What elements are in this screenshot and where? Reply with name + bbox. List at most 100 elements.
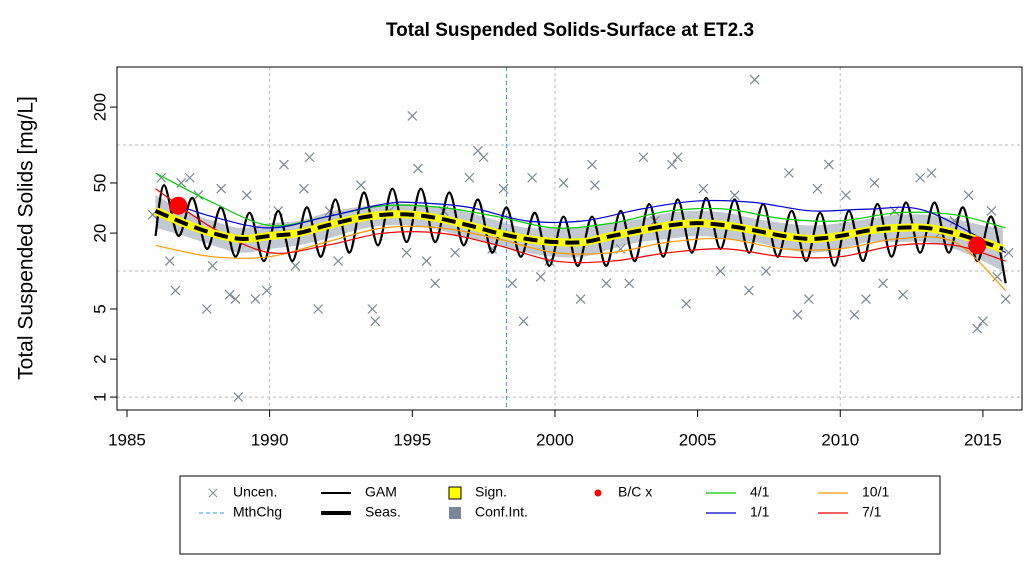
cross-stroke xyxy=(812,183,823,194)
cross-stroke xyxy=(992,271,1003,282)
cross-stroke xyxy=(869,178,880,188)
cross-stroke xyxy=(164,256,175,267)
uncensored-point xyxy=(356,180,366,191)
y-axis-label: Total Suspended Solids [mg/L] xyxy=(15,96,38,380)
line xyxy=(169,199,1007,254)
uncensored-point xyxy=(216,183,227,194)
cross-stroke xyxy=(216,183,227,194)
cross-stroke xyxy=(298,183,309,194)
cross-stroke xyxy=(672,152,683,163)
uncensored-point xyxy=(535,271,546,282)
uncensored-point xyxy=(401,247,412,258)
uncensored-point xyxy=(407,111,418,121)
uncensored-point xyxy=(250,294,261,304)
cross-stroke xyxy=(849,309,860,320)
uncensored-point xyxy=(749,74,760,85)
y-tick-label: 1 xyxy=(90,392,109,401)
uncensored-point xyxy=(367,304,378,314)
cross-stroke xyxy=(401,247,412,258)
cross-stroke xyxy=(749,74,760,85)
cross-stroke xyxy=(638,152,649,163)
uncensored-point xyxy=(304,152,315,163)
cross-stroke xyxy=(823,159,834,170)
uncensored-point xyxy=(761,266,772,276)
line xyxy=(155,225,1007,292)
uncensored-point xyxy=(898,289,908,300)
cross-stroke xyxy=(535,271,546,282)
uncensored-point xyxy=(698,183,709,194)
legend-label: 1/1 xyxy=(750,504,770,520)
uncensored-point xyxy=(972,323,983,334)
y-tick-label: 200 xyxy=(90,93,109,121)
y-tick-label: 50 xyxy=(90,174,109,193)
uncensored-point xyxy=(450,247,461,258)
cross-stroke xyxy=(278,159,289,170)
uncensored-point xyxy=(587,159,597,170)
cross-stroke xyxy=(304,152,315,163)
uncensored-point xyxy=(233,392,244,403)
legend-label: 4/1 xyxy=(750,484,770,500)
cross-stroke xyxy=(464,172,475,183)
x-tick-label: 2015 xyxy=(964,430,1002,449)
cross-stroke xyxy=(430,278,441,289)
uncensored-point xyxy=(184,172,195,183)
uncensored-point xyxy=(986,206,997,216)
bc-point xyxy=(968,236,987,255)
uncensored-point xyxy=(915,172,926,183)
uncensored-point xyxy=(812,183,823,194)
y-tick-label: 5 xyxy=(90,304,109,313)
cross-stroke xyxy=(201,304,212,314)
uncensored-point xyxy=(278,159,289,170)
uncensored-point xyxy=(527,172,538,183)
uncensored-point xyxy=(878,278,888,289)
legend-label: 10/1 xyxy=(862,484,889,500)
legend-label: Sign. xyxy=(475,484,507,500)
uncensored-point xyxy=(926,168,937,178)
cross-stroke xyxy=(926,168,937,178)
cross-stroke xyxy=(986,206,997,216)
cross-stroke xyxy=(667,159,677,170)
uncensored-point xyxy=(430,278,441,289)
uncensored-point xyxy=(744,285,754,296)
cross-stroke xyxy=(241,190,252,201)
cross-stroke xyxy=(558,178,569,188)
uncensored-point xyxy=(313,304,324,314)
line xyxy=(154,184,1007,284)
cross-stroke xyxy=(290,260,301,271)
cross-stroke xyxy=(898,289,908,300)
cross-stroke xyxy=(413,163,423,174)
uncensored-point xyxy=(164,256,175,267)
uncensored-point xyxy=(370,316,381,327)
uncensored-point xyxy=(421,256,432,267)
uncensored-point xyxy=(861,294,871,304)
uncensored-point xyxy=(224,289,235,300)
x-tick-label: 2010 xyxy=(821,430,859,449)
legend-box xyxy=(179,475,941,555)
uncensored-point xyxy=(977,316,988,327)
uncensored-point xyxy=(478,152,489,163)
uncensored-point xyxy=(849,309,860,320)
cross-stroke xyxy=(1003,247,1014,258)
legend-symbol xyxy=(594,489,602,497)
uncensored-point xyxy=(672,152,683,163)
uncensored-point xyxy=(413,163,423,174)
uncensored-point xyxy=(803,294,814,304)
cross-stroke xyxy=(783,168,794,178)
uncensored-point xyxy=(589,180,600,191)
cross-stroke xyxy=(729,190,740,201)
uncensored-point xyxy=(729,190,740,201)
x-tick-label: 1990 xyxy=(251,430,289,449)
cross-stroke xyxy=(170,285,181,296)
cross-stroke xyxy=(478,152,489,163)
uncensored-point xyxy=(507,278,518,289)
line xyxy=(155,188,1006,264)
uncensored-point xyxy=(1000,294,1011,304)
uncensored-point xyxy=(715,266,726,276)
cross-stroke xyxy=(156,172,167,183)
cross-stroke xyxy=(472,145,483,156)
cross-stroke xyxy=(370,316,381,327)
cross-stroke xyxy=(698,183,709,194)
cross-stroke xyxy=(841,190,851,201)
cross-stroke xyxy=(261,285,272,296)
